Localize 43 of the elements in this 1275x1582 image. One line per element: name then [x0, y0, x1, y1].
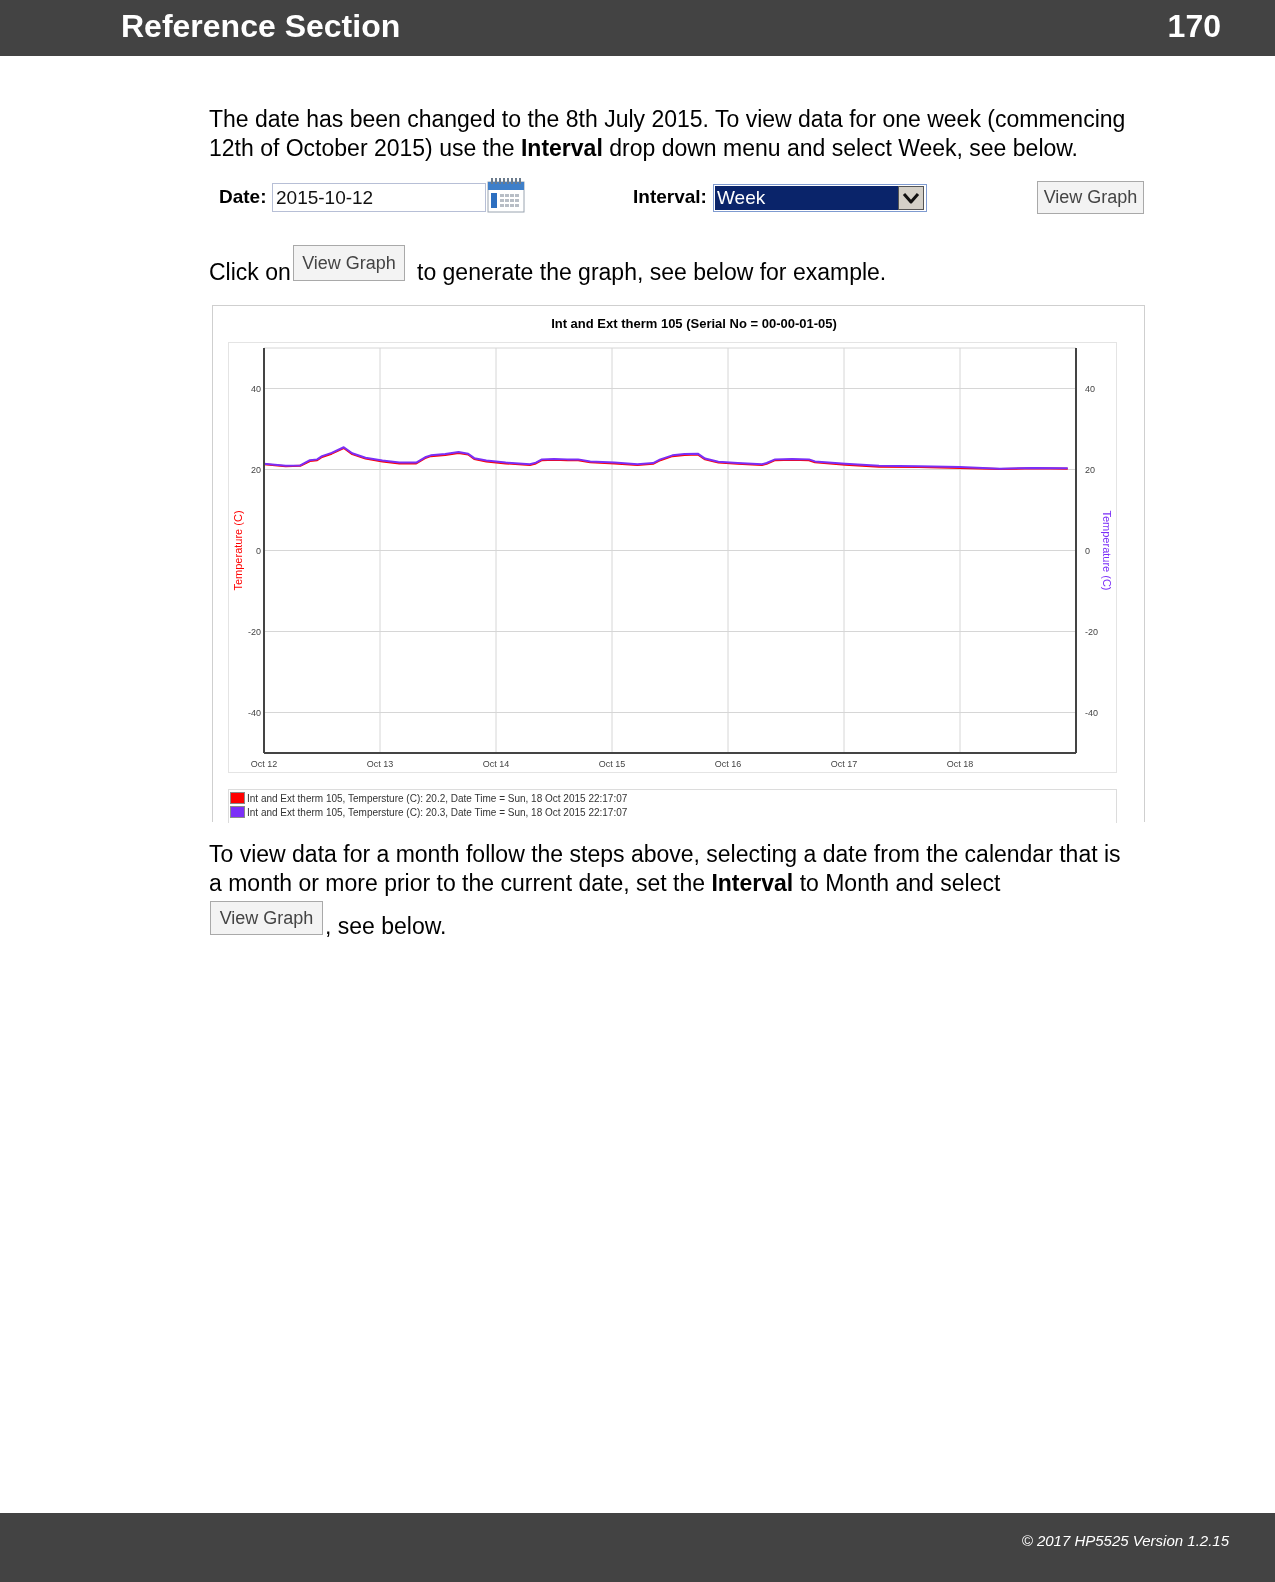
- text: Reference Section: [121, 8, 401, 44]
- chart-title: Int and Ext therm 105 (Serial No = 00-00-01-05): [550, 316, 838, 332]
- x-tick-label: Oct 13: [366, 759, 394, 770]
- x-tick-label: Oct 16: [714, 759, 742, 770]
- text: drop down menu and select Week, see below.: [609, 135, 1079, 161]
- text-field: 2015-10-12: [272, 183, 486, 212]
- x-tick-label: Oct 12: [250, 759, 278, 770]
- y-tick-label: 40: [250, 383, 261, 394]
- text: Click on: [209, 258, 291, 286]
- x-tick-label: Oct 18: [946, 759, 974, 770]
- x-tick-label: Oct 15: [598, 759, 626, 770]
- x-tick-label: Oct 14: [482, 759, 510, 770]
- y2-axis-title: Temperature (C): [1101, 510, 1114, 591]
- legend-label: Int and Ext therm 105, Tempersture (C): 20.3, Date Time = Sun, 18 Oct 2015 22:17:07: [247, 806, 628, 818]
- y2-tick-label: 40: [1085, 383, 1096, 394]
- text: a month or more prior to the current date, set the: [209, 870, 706, 896]
- text: © 2017 HP5525 Version 1.2.15: [1021, 1532, 1229, 1550]
- text: Interval: [520, 135, 603, 161]
- button: View Graph: [1037, 181, 1144, 214]
- text: To view data for a month follow the steps above, selecting a date from the calendar that is: [209, 840, 1121, 868]
- text: to Month and select: [799, 870, 1001, 896]
- y2-tick-label: 20: [1085, 464, 1096, 475]
- text: 170: [1167, 8, 1221, 44]
- dropdown-select: Week: [713, 184, 927, 212]
- button: View Graph: [210, 901, 323, 935]
- y2-tick-label: 0: [1085, 545, 1091, 556]
- y-tick-label: 0: [255, 545, 261, 556]
- y-tick-label: -40: [247, 707, 261, 718]
- text: 12th of October 2015) use the: [209, 135, 515, 161]
- text: Interval: [711, 870, 794, 896]
- x-tick-label: Oct 17: [830, 759, 858, 770]
- y2-tick-label: -40: [1085, 707, 1099, 718]
- y2-tick-label: -20: [1085, 626, 1099, 637]
- button: View Graph: [293, 245, 405, 281]
- y-tick-label: -20: [247, 626, 261, 637]
- text: to generate the graph, see below for example.: [417, 258, 887, 286]
- text: , see below.: [325, 912, 447, 940]
- legend-label: Int and Ext therm 105, Tempersture (C): 20.2, Date Time = Sun, 18 Oct 2015 22:17:07: [247, 792, 628, 804]
- text: The date has been changed to the 8th July 2015. To view data for one week (commencing: [209, 105, 1126, 133]
- y-axis-title: Temperature (C): [231, 510, 244, 591]
- y-tick-label: 20: [250, 464, 261, 475]
- text: Interval:: [633, 186, 707, 208]
- text: Date:: [219, 186, 267, 208]
